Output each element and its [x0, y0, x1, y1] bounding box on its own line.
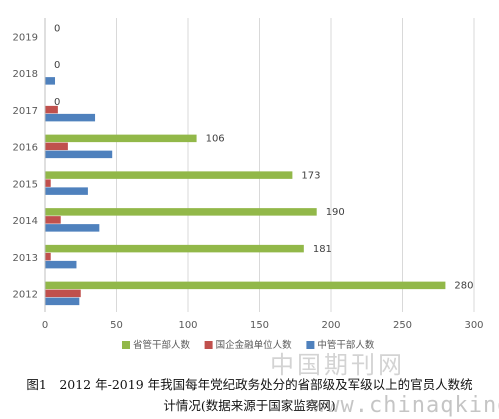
data-label: 181: [313, 244, 332, 255]
bar: [45, 281, 446, 290]
legend-swatch: [204, 341, 213, 349]
bar: [45, 187, 88, 195]
bar: [45, 297, 80, 306]
bar: [45, 150, 113, 159]
legend: 省管干部人数 国企金融单位人数 中管干部人数: [122, 339, 375, 351]
bar: [45, 77, 56, 85]
bar: [45, 179, 51, 187]
bar: [45, 289, 81, 298]
grid-lines: [44, 18, 475, 312]
y-tick-label: 2018: [13, 69, 38, 80]
y-tick-label: 2019: [13, 32, 38, 43]
data-label: 0: [54, 60, 60, 71]
data-label: 280: [454, 281, 473, 292]
y-tick-label: 2012: [13, 290, 38, 301]
x-tick-label: 250: [393, 320, 412, 331]
caption-line-1: 图1 2012 年-2019 年我国每年党纪政务处分的省部级及军级以上的官员人数…: [26, 377, 473, 392]
legend-swatch: [122, 341, 130, 349]
data-label: 106: [206, 134, 225, 145]
x-tick-label: 100: [178, 320, 197, 331]
bar: [45, 105, 58, 114]
x-tick-label: 0: [42, 320, 48, 331]
y-tick-label: 2015: [13, 179, 38, 190]
caption-line-2: 计情况(数据来源于国家监察网): [163, 398, 336, 413]
legend-swatch: [306, 341, 315, 349]
bar: [45, 113, 96, 122]
watermark-cn: 中国期刊网: [270, 351, 405, 379]
y-axis: 2012 2013 2014 2015 2016 2017 2018 2019: [13, 18, 46, 312]
y-tick-label: 2016: [13, 143, 38, 154]
bar: [45, 224, 100, 232]
watermark-en: www.chinaqking.com: [312, 393, 499, 418]
x-tick-label: 300: [464, 320, 483, 331]
bar: [45, 134, 197, 143]
bar: [45, 142, 68, 151]
bar: [45, 216, 61, 224]
legend-label: 国企金融单位人数: [216, 339, 293, 351]
y-tick-label: 2014: [13, 216, 38, 227]
data-label: 0: [54, 97, 60, 108]
legend-label: 中管干部人数: [317, 339, 375, 351]
bars: [45, 77, 446, 306]
data-label: 173: [301, 170, 320, 181]
x-tick-label: 150: [250, 320, 269, 331]
data-label: 190: [326, 207, 345, 218]
x-tick-label: 200: [321, 320, 340, 331]
bar: [45, 171, 293, 179]
bar: [45, 252, 51, 261]
legend-label: 省管干部人数: [133, 339, 191, 351]
y-tick-label: 2013: [13, 253, 38, 264]
bar: [45, 260, 77, 269]
y-tick-label: 2017: [13, 106, 38, 117]
figure-caption: 图1 2012 年-2019 年我国每年党纪政务处分的省部级及军级以上的官员人数…: [0, 374, 499, 416]
bar: [45, 244, 304, 253]
data-label: 0: [54, 23, 60, 34]
bar: [45, 208, 317, 216]
data-labels: 280 181 190 173 106 0 0 0: [54, 23, 473, 291]
x-axis: 0 50 100 150 200 250 300: [42, 320, 484, 331]
x-tick-label: 50: [110, 320, 123, 331]
